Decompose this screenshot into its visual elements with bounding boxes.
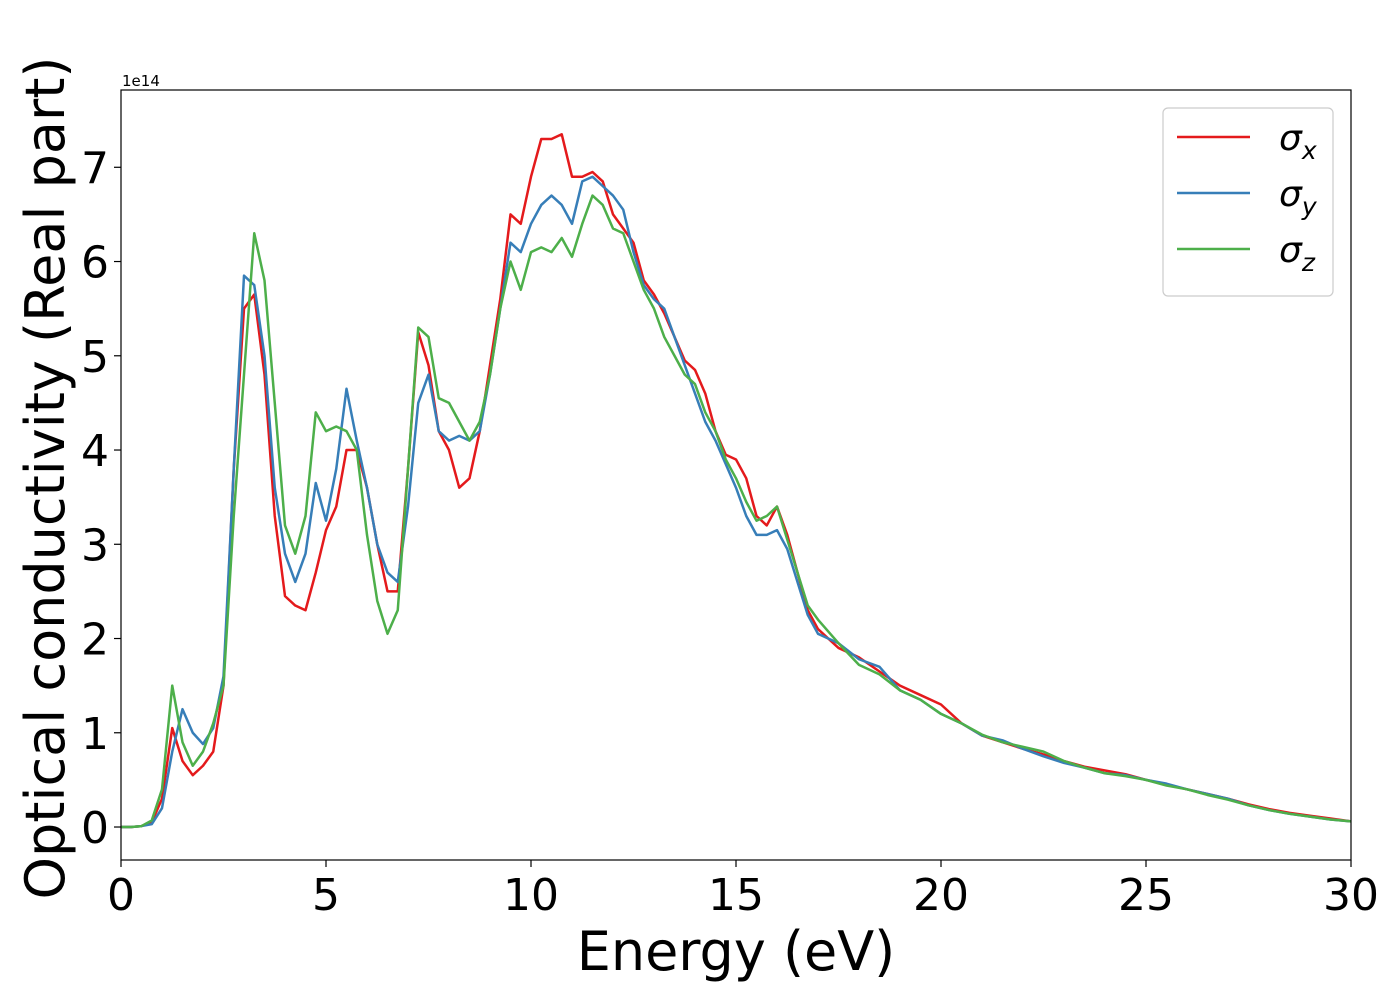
y-tick-label: 3 — [81, 520, 109, 571]
x-tick-label: 20 — [913, 870, 969, 921]
y-axis-label: Optical conductivity (Real part) — [14, 57, 77, 900]
x-tick-label: 25 — [1118, 870, 1174, 921]
y-offset-label: 1e14 — [122, 72, 160, 90]
x-tick-label: 30 — [1323, 870, 1379, 921]
y-tick-label: 6 — [81, 238, 109, 289]
plot-frame — [120, 89, 1352, 861]
y-tick-label: 7 — [81, 143, 109, 194]
y-tick-label: 1 — [81, 709, 109, 760]
y-tick-label: 0 — [81, 803, 109, 854]
series-line — [121, 194, 1352, 829]
legend-label: σz — [1279, 230, 1316, 277]
legend: σx σy σz — [1162, 107, 1334, 297]
y-tick-label: 5 — [81, 332, 109, 383]
x-tick-label: 10 — [503, 870, 559, 921]
series-line — [121, 175, 1352, 829]
legend-label: σy — [1279, 174, 1318, 221]
y-tick-label: 4 — [81, 426, 109, 477]
x-tick-label: 15 — [708, 870, 764, 921]
y-tick-label: 2 — [81, 615, 109, 666]
x-tick-label: 5 — [312, 870, 340, 921]
x-tick-label: 0 — [107, 870, 135, 921]
x-axis-label: Energy (eV) — [577, 920, 896, 983]
legend-label: σx — [1279, 118, 1317, 165]
